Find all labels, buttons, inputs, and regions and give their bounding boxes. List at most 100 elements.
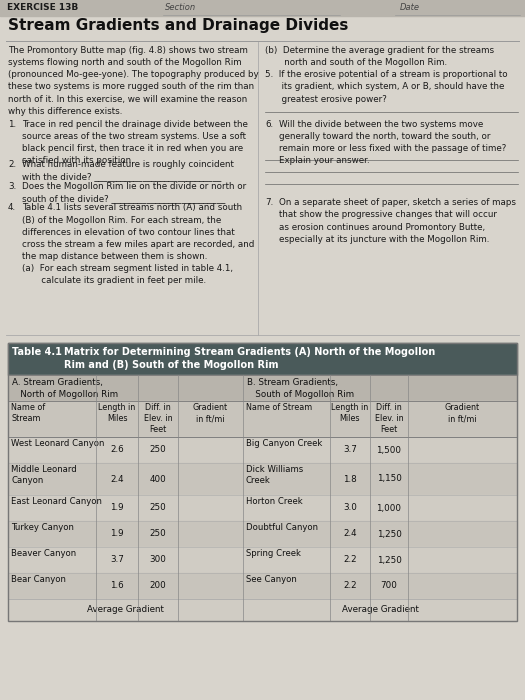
Bar [408,495,517,521]
Text: 400: 400 [150,475,166,484]
Bar [370,495,408,521]
Bar [178,437,243,463]
Bar [330,599,370,621]
Bar [178,599,243,621]
Text: Length in
Miles: Length in Miles [98,403,135,423]
Text: 1,150: 1,150 [376,475,402,484]
Text: 1,500: 1,500 [376,445,402,454]
Text: Bear Canyon: Bear Canyon [11,575,66,584]
Bar [96,573,138,599]
Bar [243,375,517,401]
Text: 1,250: 1,250 [376,529,402,538]
Bar [370,521,408,547]
Bar [8,573,96,599]
Bar [0,16,525,40]
Text: 2.6: 2.6 [110,445,124,454]
Text: Date: Date [400,4,420,13]
Bar [243,521,330,547]
Text: Name of Stream: Name of Stream [246,403,312,412]
Bar [8,401,96,437]
Text: Turkey Canyon: Turkey Canyon [11,523,74,532]
Text: Section: Section [165,4,196,13]
Text: Will the divide between the two systems move
generally toward the north, toward : Will the divide between the two systems … [279,120,507,165]
Text: EXERCISE 13B: EXERCISE 13B [7,4,78,13]
Text: Length in
Miles: Length in Miles [331,403,369,423]
Text: 200: 200 [150,582,166,591]
Text: Big Canyon Creek: Big Canyon Creek [246,439,322,448]
Text: Gradient
in ft/mi: Gradient in ft/mi [445,403,480,423]
Text: Stream Gradients and Drainage Divides: Stream Gradients and Drainage Divides [8,18,349,33]
Text: 1,250: 1,250 [376,556,402,564]
Bar [96,547,138,573]
Text: The Promontory Butte map (fig. 4.8) shows two stream
systems flowing north and s: The Promontory Butte map (fig. 4.8) show… [8,46,259,116]
Bar [178,401,243,437]
Text: Name of
Stream: Name of Stream [11,403,45,423]
Text: On a separate sheet of paper, sketch a series of maps
that show the progressive : On a separate sheet of paper, sketch a s… [279,198,516,244]
Bar [138,495,178,521]
Bar [330,437,370,463]
Bar [0,621,525,700]
Bar [8,343,517,375]
Bar [243,495,330,521]
Text: Trace in red pencil the drainage divide between the
source areas of the two stre: Trace in red pencil the drainage divide … [22,120,248,165]
Text: 7.: 7. [265,198,273,207]
Bar [408,437,517,463]
Bar [138,521,178,547]
Text: Gradient
in ft/mi: Gradient in ft/mi [193,403,228,423]
Text: 1.6: 1.6 [110,582,124,591]
Bar [96,463,138,495]
Text: (b)  Determine the average gradient for the streams
       north and south of th: (b) Determine the average gradient for t… [265,46,508,104]
Bar [138,599,178,621]
Bar [138,463,178,495]
Bar [370,599,408,621]
Bar [330,463,370,495]
Bar [408,463,517,495]
Bar [178,521,243,547]
Text: Dick Williams
Creek: Dick Williams Creek [246,465,303,485]
Text: East Leonard Canyon: East Leonard Canyon [11,497,102,506]
Text: 4.: 4. [8,204,16,212]
Bar [330,495,370,521]
Bar [243,573,330,599]
Bar [178,547,243,573]
Text: What human-made feature is roughly coincident
with the divide? _________________: What human-made feature is roughly coinc… [22,160,234,181]
Bar [370,463,408,495]
Bar [96,495,138,521]
Text: Spring Creek: Spring Creek [246,549,301,558]
Text: See Canyon: See Canyon [246,575,297,584]
Text: 3.7: 3.7 [110,556,124,564]
Text: B. Stream Gradients,
   South of Mogollon Rim: B. Stream Gradients, South of Mogollon R… [247,378,354,399]
Bar [138,547,178,573]
Text: A. Stream Gradients,
   North of Mogollon Rim: A. Stream Gradients, North of Mogollon R… [12,378,118,399]
Text: 1.9: 1.9 [110,503,124,512]
Text: Middle Leonard
Canyon: Middle Leonard Canyon [11,465,77,485]
Text: 250: 250 [150,503,166,512]
Text: Average Gradient: Average Gradient [87,606,164,615]
Bar [96,599,138,621]
Text: 3.7: 3.7 [343,445,357,454]
Bar [243,463,330,495]
Bar [243,599,330,621]
Bar [330,401,370,437]
Text: 250: 250 [150,445,166,454]
Text: 1.8: 1.8 [343,475,357,484]
Text: Diff. in
Elev. in
Feet: Diff. in Elev. in Feet [375,403,403,434]
Text: West Leonard Canyon: West Leonard Canyon [11,439,104,448]
Text: 1,000: 1,000 [376,503,402,512]
Text: 3.0: 3.0 [343,503,357,512]
Bar [370,401,408,437]
Text: Table 4.1: Table 4.1 [12,347,62,357]
Bar [330,521,370,547]
Bar [408,401,517,437]
Text: 6.: 6. [265,120,273,129]
Bar [408,547,517,573]
Text: 700: 700 [381,582,397,591]
Bar [178,463,243,495]
Bar [138,437,178,463]
Bar [8,599,96,621]
Bar [370,547,408,573]
Bar [8,437,96,463]
Bar [96,437,138,463]
Text: 2.2: 2.2 [343,556,357,564]
Text: 2.2: 2.2 [343,582,357,591]
